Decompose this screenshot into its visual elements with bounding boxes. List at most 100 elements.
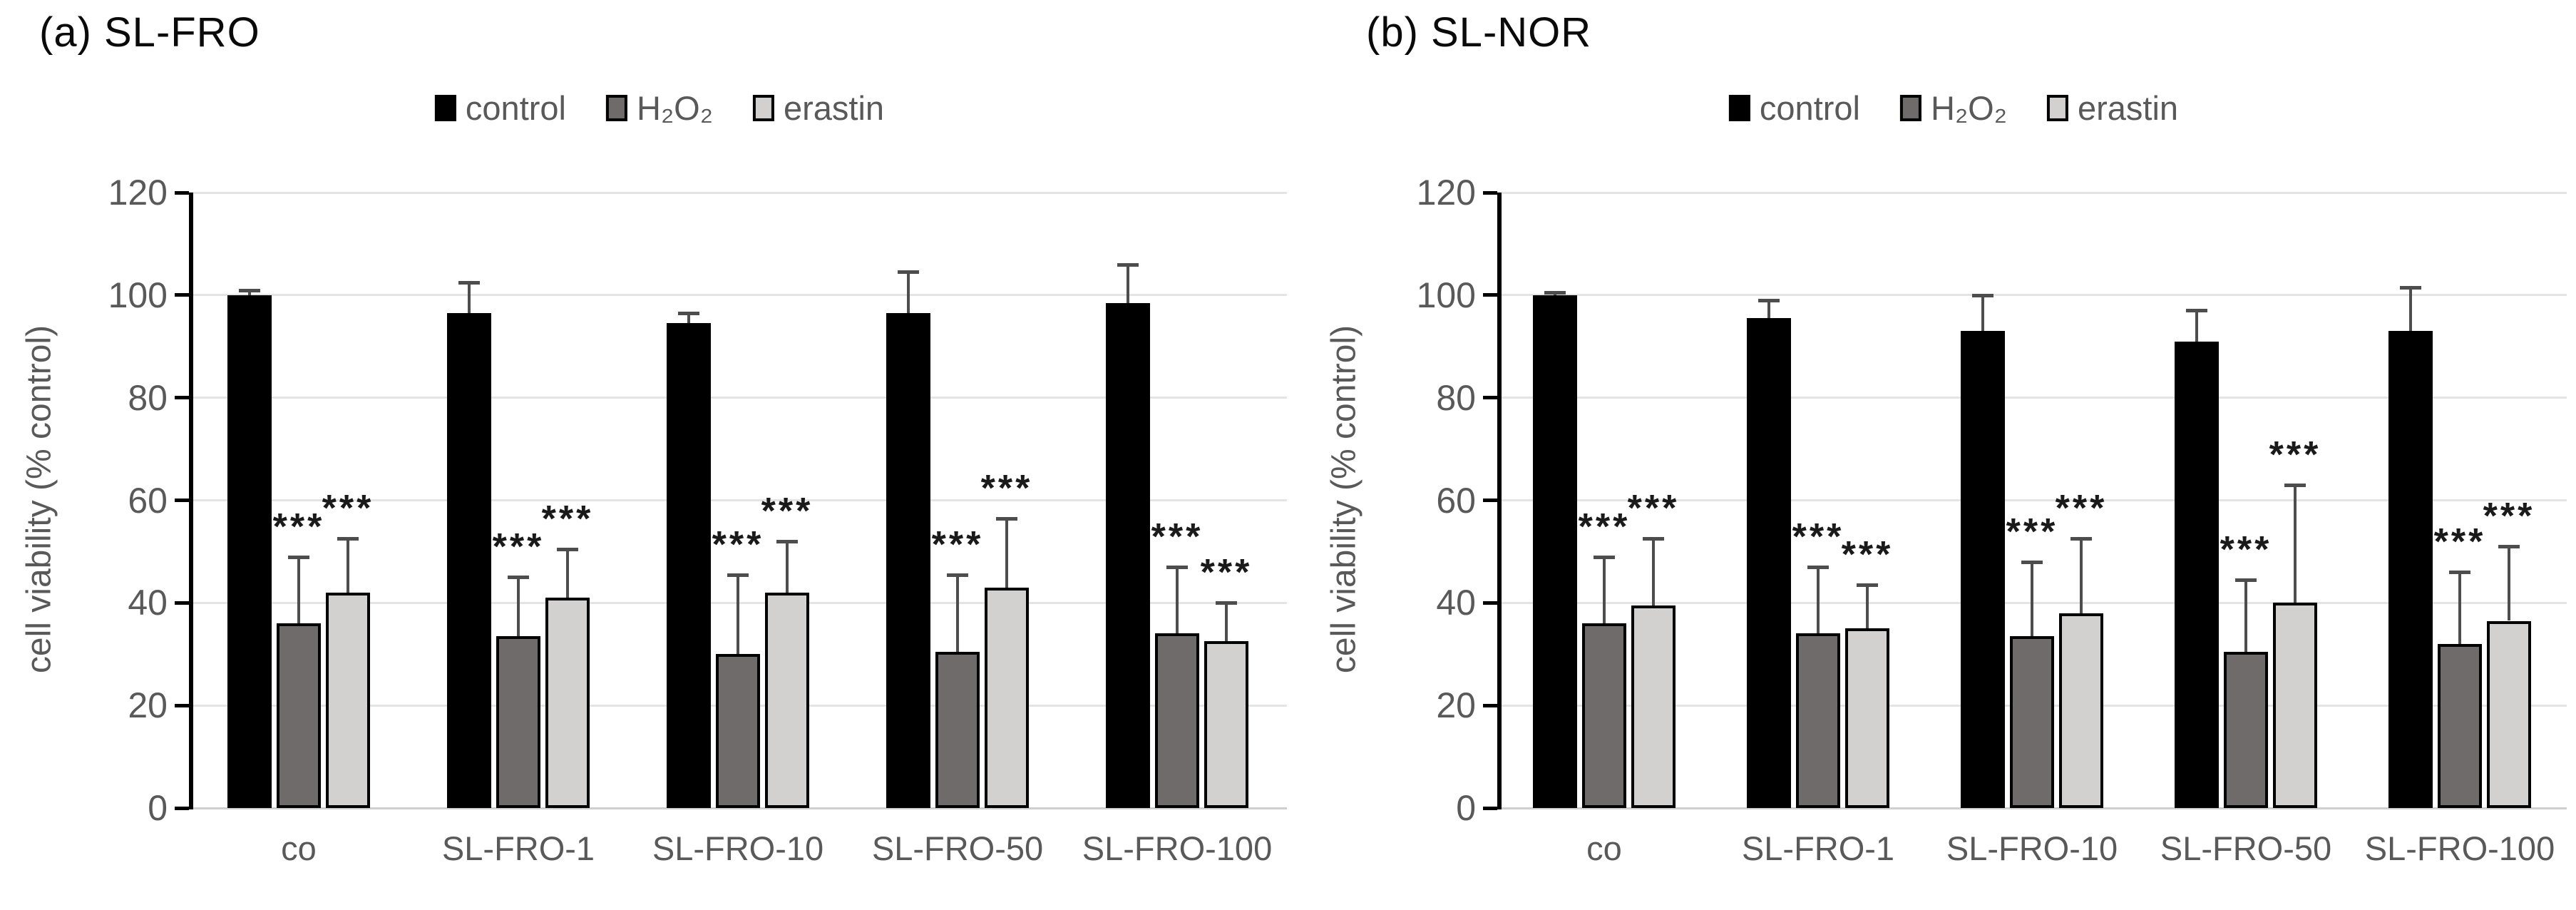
y-tick-mark-80	[175, 396, 189, 400]
y-tick-label-120: 120	[1416, 173, 1476, 213]
error-bar-control-SL-FRO-1	[468, 282, 471, 313]
legend-swatch-erastin-icon	[753, 95, 774, 121]
error-bar-control-SL-FRO-50	[2195, 310, 2198, 342]
error-bar-erastin-SL-FRO-1	[566, 548, 569, 598]
error-cap-erastin-co	[337, 537, 359, 541]
gridline-0	[1497, 807, 2567, 809]
bar-h2o2-SL-FRO-1	[1796, 633, 1840, 808]
legend-swatch-erastin-icon	[2047, 95, 2068, 121]
sig-marker-h2o2-co: ***	[272, 506, 325, 548]
legend-label: erastin	[784, 89, 885, 127]
sig-marker-h2o2-SL-FRO-50: ***	[2220, 528, 2272, 571]
y-tick-mark-100	[1483, 293, 1497, 297]
y-axis-line	[1497, 193, 1502, 809]
y-tick-label-0: 0	[1456, 788, 1476, 828]
gridline-0	[189, 807, 1287, 809]
legend-swatch-control-icon	[1728, 95, 1750, 121]
bar-h2o2-co	[1582, 623, 1626, 808]
legend-item-control: control	[1728, 88, 1860, 128]
y-tick-mark-20	[175, 703, 189, 707]
bar-h2o2-SL-FRO-100	[1155, 633, 1199, 808]
error-cap-erastin-SL-FRO-100	[1216, 601, 1237, 605]
gridline-80	[189, 397, 1287, 399]
bar-control-SL-FRO-50	[2175, 341, 2219, 808]
y-tick-label-60: 60	[128, 480, 168, 521]
bar-erastin-co	[1631, 605, 1676, 808]
bar-control-SL-FRO-100	[1106, 302, 1150, 808]
x-label-SL-FRO-50: SL-FRO-50	[871, 829, 1044, 867]
error-bar-erastin-co	[1652, 538, 1655, 605]
x-label-co: co	[1586, 829, 1622, 867]
y-tick-label-20: 20	[128, 685, 168, 726]
sig-marker-erastin-SL-FRO-1: ***	[541, 498, 594, 540]
error-bar-control-SL-FRO-1	[1767, 300, 1770, 319]
error-cap-control-SL-FRO-100	[2400, 286, 2421, 290]
bar-erastin-SL-FRO-100	[1204, 641, 1248, 808]
legend-label: erastin	[2078, 89, 2179, 127]
bar-erastin-SL-FRO-100	[2487, 620, 2531, 808]
error-bar-control-SL-FRO-10	[687, 313, 690, 324]
legend-item-h2o2: H₂O₂	[606, 88, 713, 128]
bar-h2o2-SL-FRO-10	[716, 654, 760, 808]
y-tick-label-80: 80	[128, 377, 168, 418]
gridline-120	[1497, 191, 2567, 194]
x-label-SL-FRO-100: SL-FRO-100	[2364, 829, 2555, 867]
sig-marker-h2o2-co: ***	[1578, 506, 1631, 548]
panel-b-y-axis-label: cell viability (% control)	[1325, 324, 1363, 674]
legend-label: control	[465, 89, 566, 127]
sig-marker-h2o2-SL-FRO-10: ***	[2006, 511, 2058, 553]
bar-control-co	[1533, 295, 1577, 808]
legend-label: H₂O₂	[637, 89, 713, 127]
error-cap-erastin-SL-FRO-50	[996, 516, 1017, 521]
error-bar-control-SL-FRO-100	[2409, 287, 2412, 332]
error-cap-h2o2-SL-FRO-50	[2235, 578, 2257, 582]
x-label-SL-FRO-10: SL-FRO-10	[1946, 829, 2118, 867]
y-tick-label-100: 100	[108, 275, 168, 315]
error-bar-control-SL-FRO-10	[1981, 295, 1984, 332]
y-tick-mark-60	[175, 499, 189, 502]
sig-marker-erastin-co: ***	[322, 488, 374, 530]
bar-erastin-co	[326, 592, 370, 808]
error-cap-erastin-SL-FRO-1	[1857, 583, 1878, 588]
error-bar-h2o2-SL-FRO-100	[1176, 566, 1179, 634]
error-cap-h2o2-SL-FRO-1	[508, 576, 529, 580]
sig-marker-erastin-SL-FRO-50: ***	[2269, 434, 2321, 476]
error-cap-erastin-co	[1643, 537, 1664, 541]
y-tick-label-40: 40	[1436, 583, 1476, 623]
error-bar-erastin-SL-FRO-50	[1005, 518, 1008, 588]
sig-marker-erastin-SL-FRO-100: ***	[2483, 496, 2535, 538]
error-cap-h2o2-SL-FRO-10	[2021, 560, 2043, 564]
legend-item-erastin: erastin	[753, 88, 884, 128]
panel-a-legend: control H₂O₂ erastin	[434, 88, 884, 128]
error-cap-control-SL-FRO-50	[898, 270, 919, 275]
error-cap-control-SL-FRO-50	[2186, 309, 2207, 313]
sig-marker-erastin-SL-FRO-50: ***	[980, 467, 1033, 509]
error-bar-h2o2-SL-FRO-1	[517, 577, 520, 637]
y-tick-label-40: 40	[128, 583, 168, 623]
y-tick-label-120: 120	[108, 173, 168, 213]
bar-erastin-SL-FRO-1	[545, 598, 590, 808]
gridline-100	[1497, 294, 2567, 297]
y-tick-mark-40	[1483, 600, 1497, 605]
error-bar-control-SL-FRO-100	[1127, 264, 1129, 303]
x-label-SL-FRO-50: SL-FRO-50	[2160, 829, 2332, 867]
error-bar-h2o2-SL-FRO-50	[2244, 579, 2247, 652]
error-cap-h2o2-co	[1594, 555, 1615, 559]
sig-marker-h2o2-SL-FRO-10: ***	[712, 523, 764, 566]
error-cap-control-co	[1544, 291, 1566, 295]
error-bar-erastin-SL-FRO-10	[786, 541, 789, 593]
legend-label: control	[1759, 89, 1860, 127]
bar-h2o2-SL-FRO-50	[2224, 651, 2268, 808]
error-bar-control-SL-FRO-50	[907, 272, 910, 313]
gridline-120	[189, 191, 1287, 194]
sig-marker-erastin-SL-FRO-10: ***	[761, 491, 814, 533]
error-bar-erastin-SL-FRO-1	[1866, 585, 1869, 629]
gridline-100	[189, 294, 1287, 297]
bar-control-SL-FRO-1	[1747, 318, 1791, 808]
bar-erastin-SL-FRO-1	[1845, 628, 1889, 808]
sig-marker-erastin-co: ***	[1627, 488, 1680, 530]
y-tick-mark-0	[175, 806, 189, 810]
gridline-80	[1497, 397, 2567, 399]
error-cap-erastin-SL-FRO-10	[2070, 537, 2092, 541]
